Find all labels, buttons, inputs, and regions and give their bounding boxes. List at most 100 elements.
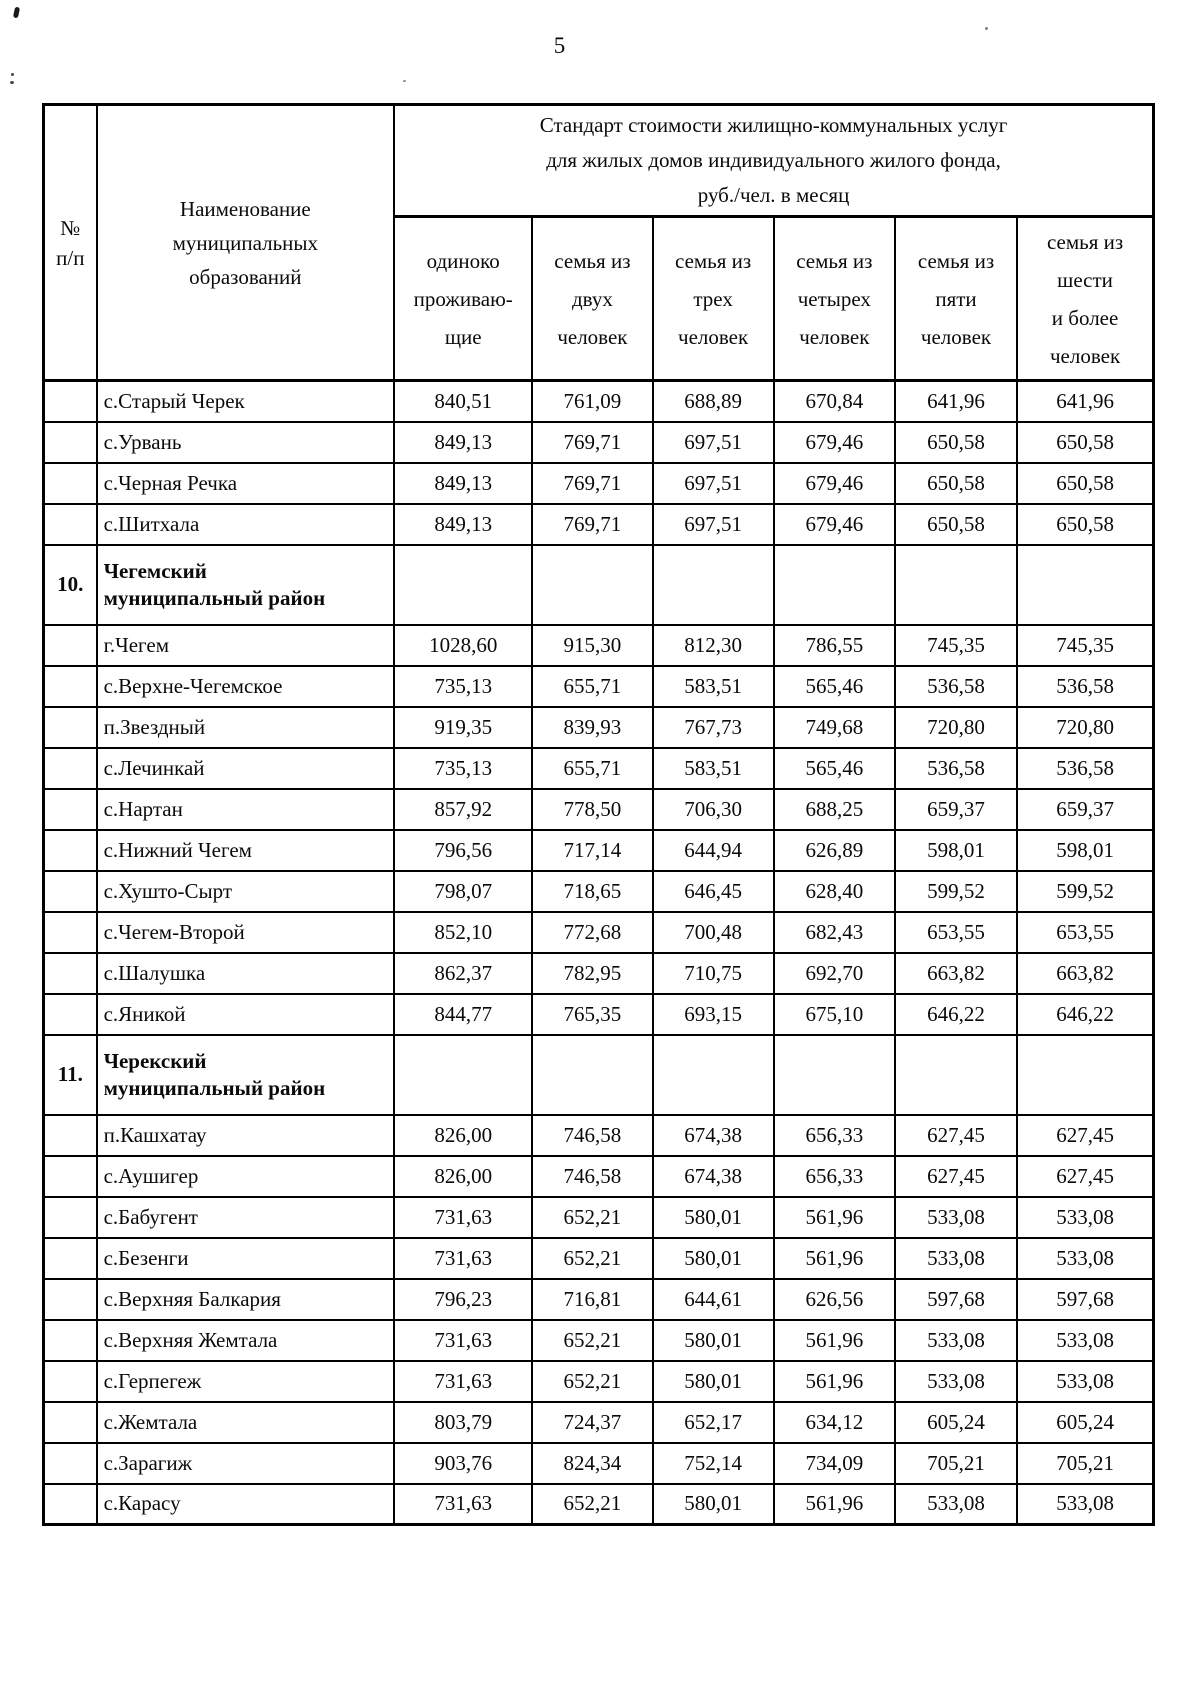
header-sub-row: одиноко проживаю- щие семья из двух чело… xyxy=(44,215,1155,382)
value-cell-family-of-5: 627,45 xyxy=(893,1154,1019,1198)
value-cell-family-of-5: 627,45 xyxy=(893,1113,1019,1157)
table-row: с.Зарагиж 903,76 824,34 752,14 734,09 70… xyxy=(42,1441,1155,1485)
value-cell-single: 857,92 xyxy=(393,787,534,831)
value-cell-family-of-5: 533,08 xyxy=(893,1359,1019,1403)
value-cell-family-of-6-plus: 533,08 xyxy=(1016,1318,1155,1362)
municipality-name-cell: с.Черная Речка xyxy=(95,461,396,505)
column-header-family-of-5: семья из пяти человек xyxy=(893,215,1019,382)
value-cell-single xyxy=(393,543,534,626)
value-cell-family-of-5: 641,96 xyxy=(893,379,1019,423)
value-cell-family-of-6-plus: 605,24 xyxy=(1016,1400,1155,1444)
value-cell-family-of-6-plus: 745,35 xyxy=(1016,623,1155,667)
table-row: п.Кашхатау 826,00 746,58 674,38 656,33 6… xyxy=(42,1113,1155,1157)
municipality-name-cell: с.Лечинкай xyxy=(95,746,396,790)
value-cell-single: 840,51 xyxy=(393,379,534,423)
value-cell-family-of-4: 679,46 xyxy=(772,461,896,505)
row-index-cell xyxy=(42,787,98,831)
column-header-family-of-2: семья из двух человек xyxy=(531,215,654,382)
value-cell-family-of-2: 778,50 xyxy=(531,787,654,831)
value-cell-family-of-4: 634,12 xyxy=(772,1400,896,1444)
row-index-cell xyxy=(42,1236,98,1280)
page-number: 5 xyxy=(553,33,567,58)
value-cell-family-of-3: 688,89 xyxy=(651,379,775,423)
value-cell-family-of-2: 652,21 xyxy=(531,1318,654,1362)
value-cell-family-of-6-plus: 653,55 xyxy=(1016,910,1155,954)
scan-artifact xyxy=(985,27,988,30)
value-cell-single: 796,56 xyxy=(393,828,534,872)
value-cell-single: 731,63 xyxy=(393,1236,534,1280)
table-row: с.Нижний Чегем 796,56 717,14 644,94 626,… xyxy=(42,828,1155,872)
table-row: с.Шалушка 862,37 782,95 710,75 692,70 66… xyxy=(42,951,1155,995)
value-cell-family-of-5: 533,08 xyxy=(893,1482,1019,1526)
value-cell-family-of-4: 688,25 xyxy=(772,787,896,831)
value-cell-family-of-3: 697,51 xyxy=(651,502,775,546)
row-index-cell xyxy=(42,828,98,872)
value-cell-family-of-3: 583,51 xyxy=(651,746,775,790)
row-index-cell xyxy=(42,420,98,464)
value-cell-family-of-3: 700,48 xyxy=(651,910,775,954)
row-index-cell xyxy=(42,1441,98,1485)
municipality-name-cell: г.Чегем xyxy=(95,623,396,667)
value-cell-family-of-4: 626,89 xyxy=(772,828,896,872)
value-cell-family-of-3: 812,30 xyxy=(651,623,775,667)
tariff-standards-table: № п/п Наименование муниципальных образов… xyxy=(42,103,1155,1526)
value-cell-family-of-4: 670,84 xyxy=(772,379,896,423)
value-cell-family-of-4: 675,10 xyxy=(772,992,896,1036)
value-cell-family-of-3: 580,01 xyxy=(651,1195,775,1239)
municipality-name-cell: с.Верхняя Жемтала xyxy=(95,1318,396,1362)
value-cell-single: 844,77 xyxy=(393,992,534,1036)
scan-artifact xyxy=(12,6,21,19)
value-cell-family-of-5 xyxy=(893,543,1019,626)
table-row: с.Нартан 857,92 778,50 706,30 688,25 659… xyxy=(42,787,1155,831)
value-cell-family-of-5: 705,21 xyxy=(893,1441,1019,1485)
value-cell-family-of-6-plus xyxy=(1016,1033,1155,1116)
row-index-cell xyxy=(42,1318,98,1362)
value-cell-family-of-4: 682,43 xyxy=(772,910,896,954)
value-cell-family-of-3 xyxy=(651,543,775,626)
table-row: с.Яникой 844,77 765,35 693,15 675,10 646… xyxy=(42,992,1155,1036)
row-index-cell xyxy=(42,746,98,790)
municipality-name-cell: п.Кашхатау xyxy=(95,1113,396,1157)
table-row: с.Чегем-Второй 852,10 772,68 700,48 682,… xyxy=(42,910,1155,954)
column-header-num: № п/п xyxy=(42,103,98,382)
value-cell-family-of-4: 656,33 xyxy=(772,1113,896,1157)
column-group-header-standard-cost: Стандарт стоимости жилищно-коммунальных … xyxy=(393,103,1155,218)
municipality-name-cell: с.Нартан xyxy=(95,787,396,831)
row-index-cell: 10. xyxy=(42,543,98,626)
value-cell-family-of-3 xyxy=(651,1033,775,1116)
value-cell-family-of-5: 597,68 xyxy=(893,1277,1019,1321)
value-cell-family-of-2: 724,37 xyxy=(531,1400,654,1444)
table-row: с.Безенги 731,63 652,21 580,01 561,96 53… xyxy=(42,1236,1155,1280)
table-row: 11. Черекский муниципальный район xyxy=(42,1033,1155,1116)
value-cell-family-of-4: 749,68 xyxy=(772,705,896,749)
municipality-name-cell: с.Шитхала xyxy=(95,502,396,546)
row-index-cell xyxy=(42,1277,98,1321)
value-cell-family-of-4: 561,96 xyxy=(772,1236,896,1280)
value-cell-family-of-2: 716,81 xyxy=(531,1277,654,1321)
value-cell-single: 731,63 xyxy=(393,1482,534,1526)
municipality-name-cell: с.Яникой xyxy=(95,992,396,1036)
value-cell-family-of-3: 697,51 xyxy=(651,420,775,464)
value-cell-family-of-5: 650,58 xyxy=(893,420,1019,464)
value-cell-family-of-4: 561,96 xyxy=(772,1195,896,1239)
value-cell-single: 849,13 xyxy=(393,420,534,464)
value-cell-family-of-3: 674,38 xyxy=(651,1154,775,1198)
row-index-cell xyxy=(42,502,98,546)
value-cell-single: 731,63 xyxy=(393,1195,534,1239)
value-cell-family-of-6-plus: 720,80 xyxy=(1016,705,1155,749)
value-cell-family-of-3: 646,45 xyxy=(651,869,775,913)
table-row: г.Чегем 1028,60 915,30 812,30 786,55 745… xyxy=(42,623,1155,667)
value-cell-family-of-6-plus: 536,58 xyxy=(1016,746,1155,790)
value-cell-single: 862,37 xyxy=(393,951,534,995)
value-cell-family-of-5: 533,08 xyxy=(893,1318,1019,1362)
municipality-name-cell: с.Шалушка xyxy=(95,951,396,995)
value-cell-family-of-2 xyxy=(531,1033,654,1116)
row-index-cell xyxy=(42,1195,98,1239)
municipality-name-cell: Чегемский муниципальный район xyxy=(95,543,396,626)
table-row: с.Верхняя Жемтала 731,63 652,21 580,01 5… xyxy=(42,1318,1155,1362)
municipality-name-cell: с.Зарагиж xyxy=(95,1441,396,1485)
value-cell-single: 849,13 xyxy=(393,502,534,546)
value-cell-single: 849,13 xyxy=(393,461,534,505)
value-cell-single: 735,13 xyxy=(393,746,534,790)
value-cell-family-of-3: 644,94 xyxy=(651,828,775,872)
